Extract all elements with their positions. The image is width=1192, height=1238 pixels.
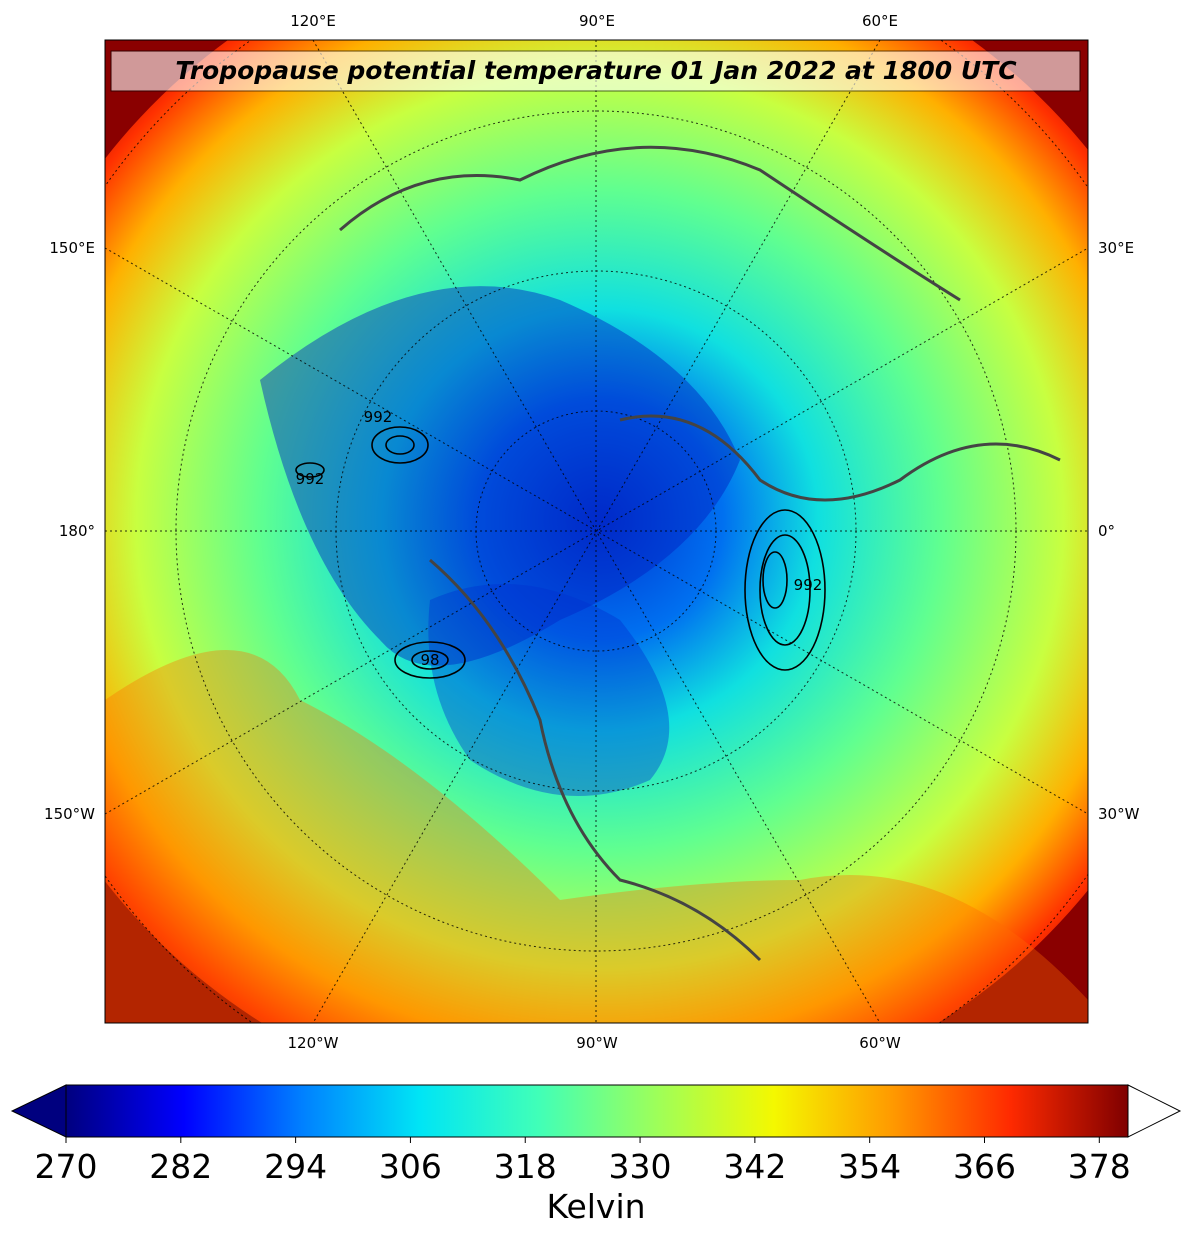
colorbar-label: Kelvin	[546, 1187, 645, 1226]
latitude-label: 180°	[59, 522, 95, 540]
colorbar-tick-label: 306	[379, 1147, 442, 1186]
colorbar-tick-label: 330	[609, 1147, 672, 1186]
latitude-label: 150°E	[49, 239, 95, 257]
title: Tropopause potential temperature 01 Jan …	[175, 56, 1017, 85]
colorbar-over	[1127, 1084, 1182, 1138]
pressure-contours	[295, 426, 826, 679]
map-frame	[104, 39, 1089, 1024]
colorbar-tick-label: 342	[723, 1147, 786, 1186]
colorbar-tick-label: 294	[264, 1147, 327, 1186]
latitude-label: 30°E	[1098, 239, 1134, 257]
contour-label: 98	[420, 651, 439, 669]
colorbar-tick-label: 282	[149, 1147, 212, 1186]
longitude-label: 60°W	[859, 1034, 901, 1052]
map	[105, 40, 1088, 1023]
contour-label: 992	[794, 576, 823, 594]
title-box	[110, 50, 1081, 92]
graticule	[105, 40, 1088, 1023]
coastlines	[339, 145, 1061, 962]
warm-region	[105, 650, 1088, 1023]
contour-label: 992	[364, 408, 393, 426]
colorbar-tick-label: 318	[494, 1147, 557, 1186]
longitude-label: 90°W	[576, 1034, 618, 1052]
latitude-label: 150°W	[44, 805, 95, 823]
colorbar-tick-label: 354	[838, 1147, 901, 1186]
colorbar-tick-label: 378	[1068, 1147, 1131, 1186]
latitude-label: 0°	[1098, 522, 1115, 540]
colorbar-tick-label: 366	[953, 1147, 1016, 1186]
cold-region	[428, 584, 670, 796]
contour-label: 992	[296, 470, 325, 488]
longitude-label: 90°E	[579, 12, 615, 30]
latitude-label: 30°W	[1098, 805, 1140, 823]
longitude-label: 120°W	[288, 1034, 339, 1052]
colorbar-tick-label: 270	[35, 1147, 98, 1186]
longitude-label: 120°E	[290, 12, 336, 30]
longitude-label: 60°E	[862, 12, 898, 30]
colorbar	[65, 1084, 1129, 1138]
colorbar-under	[10, 1084, 67, 1138]
